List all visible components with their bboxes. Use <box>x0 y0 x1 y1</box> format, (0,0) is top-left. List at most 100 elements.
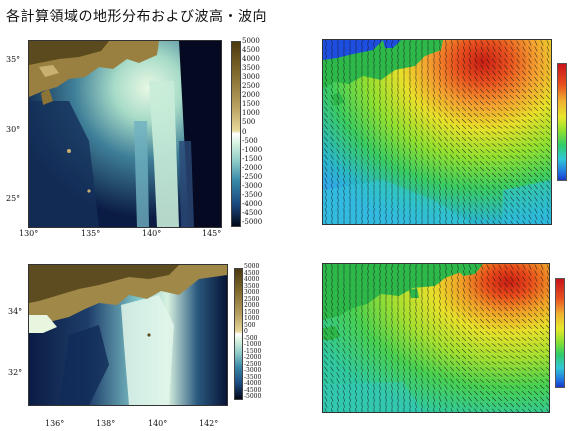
wave-direction-mark <box>456 390 460 396</box>
wave-direction-mark <box>409 264 411 270</box>
wave-direction-mark <box>491 178 497 184</box>
wave-direction-mark <box>385 112 387 118</box>
wave-direction-mark <box>527 331 533 335</box>
wave-direction-mark <box>480 282 484 288</box>
wave-direction-mark <box>349 300 351 306</box>
wave-direction-mark <box>498 214 502 220</box>
wave-direction-mark <box>324 306 328 312</box>
wave-direction-mark <box>409 40 411 46</box>
wave-direction-mark <box>527 367 533 371</box>
wave-direction-mark <box>420 336 424 342</box>
wave-direction-mark <box>539 172 545 178</box>
wave-direction-mark <box>509 402 515 408</box>
wave-direction-mark <box>462 306 466 312</box>
lon-tick-138: 138° <box>96 419 116 428</box>
wave-direction-mark <box>438 100 442 106</box>
wave-direction-mark <box>397 160 399 166</box>
wave-direction-mark <box>546 294 549 300</box>
wave-direction-mark <box>468 294 472 300</box>
wave-direction-mark <box>432 336 436 342</box>
wave-direction-mark <box>385 324 387 330</box>
wave-direction-mark <box>432 154 436 160</box>
wave-direction-mark <box>457 270 459 276</box>
wave-direction-mark <box>336 178 340 184</box>
wave-direction-mark <box>426 118 430 124</box>
wave-direction-mark <box>473 148 479 154</box>
wave-direction-mark <box>516 276 520 282</box>
wave-direction-mark <box>492 196 496 202</box>
wave-direction-mark <box>409 270 411 276</box>
wave-direction-mark <box>491 324 497 330</box>
wave-direction-mark <box>468 82 472 88</box>
wave-direction-mark <box>527 100 533 106</box>
wave-direction-mark <box>473 112 479 118</box>
wave-direction-mark <box>378 354 382 360</box>
wave-direction-mark <box>509 306 515 312</box>
wave-direction-mark <box>497 107 503 111</box>
wave-direction-mark <box>373 208 375 214</box>
wave-direction-mark <box>444 178 448 184</box>
wave-direction-mark <box>324 402 328 408</box>
wave-direction-mark <box>366 354 370 360</box>
wave-direction-mark <box>540 58 544 64</box>
wave-direction-mark <box>492 294 496 300</box>
wave-direction-mark <box>455 378 461 384</box>
wave-direction-mark <box>515 408 520 412</box>
wave-direction-mark <box>515 113 521 117</box>
wave-direction-mark <box>354 118 358 124</box>
wave-direction-mark <box>378 112 382 118</box>
wave-direction-mark <box>330 88 334 94</box>
wave-direction-mark <box>455 124 461 130</box>
wave-direction-mark <box>540 408 544 412</box>
wave-direction-mark <box>450 378 454 384</box>
wave-direction-mark <box>408 106 412 112</box>
wave-direction-mark <box>414 154 418 160</box>
wave-direction-mark <box>456 306 460 312</box>
wave-direction-mark <box>491 184 497 190</box>
wave-direction-mark <box>348 100 352 106</box>
wave-direction-mark <box>337 184 339 190</box>
wave-direction-mark <box>479 396 485 402</box>
wave-direction-mark <box>330 306 334 312</box>
wave-direction-mark <box>515 312 521 318</box>
wave-direction-mark <box>324 342 328 348</box>
wave-direction-mark <box>372 118 376 124</box>
wave-direction-mark <box>473 118 479 124</box>
wave-direction-mark <box>438 348 442 354</box>
wave-direction-mark <box>402 106 406 112</box>
wave-direction-mark <box>546 88 550 94</box>
wave-direction-mark <box>515 337 521 341</box>
wave-direction-mark <box>402 366 406 372</box>
wave-direction-mark <box>492 270 496 276</box>
wave-direction-mark <box>480 220 483 224</box>
wave-direction-mark <box>414 124 418 130</box>
wave-direction-mark <box>473 166 479 172</box>
wave-direction-mark <box>491 331 497 335</box>
wave-direction-mark <box>461 154 467 160</box>
wave-direction-mark <box>373 220 375 224</box>
wave-direction-mark <box>486 408 490 412</box>
wave-direction-mark <box>491 355 497 359</box>
wave-direction-mark <box>348 390 352 396</box>
wave-direction-mark <box>444 94 448 100</box>
wave-direction-mark <box>533 337 539 341</box>
wave-direction-mark <box>420 166 424 172</box>
wave-direction-mark <box>457 46 459 52</box>
wave-direction-mark <box>449 136 455 142</box>
wave-direction-mark <box>367 40 369 46</box>
wave-direction-mark <box>521 361 527 365</box>
wave-direction-mark <box>479 166 485 172</box>
wave-direction-mark <box>516 264 520 270</box>
wave-direction-mark <box>521 178 527 184</box>
wave-direction-mark <box>457 264 459 270</box>
wave-direction-mark <box>533 172 539 178</box>
wave-direction-mark <box>491 384 497 390</box>
wave-direction-mark <box>480 208 484 214</box>
wave-direction-mark <box>414 384 418 390</box>
wave-direction-mark <box>438 330 442 336</box>
wave-direction-mark <box>498 40 502 46</box>
wave-direction-mark <box>360 136 364 142</box>
wave-direction-mark <box>432 402 436 408</box>
wave-direction-mark <box>390 148 394 154</box>
wave-direction-mark <box>545 106 551 112</box>
